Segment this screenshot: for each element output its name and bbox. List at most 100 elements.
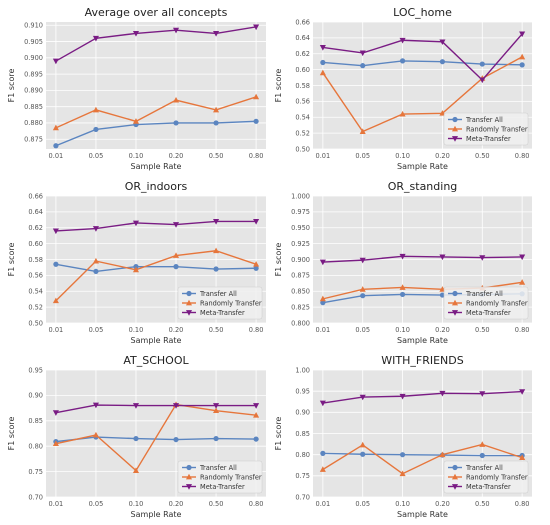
data-point (479, 61, 485, 67)
y-tick-label: 0.900 (24, 54, 43, 62)
data-point (93, 126, 99, 133)
x-tick-label: 0.50 (475, 152, 490, 160)
y-tick-label: 0.800 (291, 319, 310, 327)
series-line (55, 220, 257, 232)
data-point (52, 58, 59, 65)
x-tick-label: 0.05 (355, 500, 370, 508)
x-tick-label: 0.80 (249, 500, 264, 508)
x-axis-label: Sample Rate (131, 510, 182, 519)
legend-entry: Randomly Transfer (466, 299, 528, 307)
y-tick-label: 0.58 (295, 82, 310, 90)
data-point (213, 219, 220, 225)
data-point (399, 253, 406, 260)
legend-entry: Transfer All (199, 464, 237, 472)
data-point (360, 293, 366, 299)
y-axis-label: F1 score (7, 69, 16, 103)
y-axis-label: F1 score (274, 69, 283, 103)
data-point (359, 128, 366, 134)
legend-entry: Transfer All (465, 464, 503, 472)
data-point (92, 226, 99, 232)
series-line (322, 56, 523, 133)
x-tick-label: 0.01 (316, 326, 331, 334)
data-point (213, 106, 220, 113)
legend-marker (186, 464, 192, 471)
y-tick-label: 0.90 (295, 409, 310, 417)
legend-marker (452, 290, 458, 297)
data-point (132, 118, 140, 124)
data-point (439, 451, 446, 458)
data-point (172, 252, 180, 258)
y-tick-label: 0.60 (295, 66, 310, 74)
data-point (213, 403, 220, 409)
x-tick-label: 0.50 (209, 500, 224, 508)
data-point (53, 143, 59, 149)
x-tick-label: 0.50 (209, 152, 224, 160)
chart-panel-4: 0.800 0.825 0.850 0.875 0.900 0.925 0.950 0.975… (274, 180, 532, 345)
data-point (253, 265, 259, 271)
y-tick-label: 0.925 (291, 240, 310, 248)
data-point (92, 431, 99, 438)
y-tick-label: 0.60 (28, 240, 43, 248)
x-tick-label: 0.20 (435, 500, 450, 508)
legend-marker (185, 310, 193, 316)
legend-box (443, 112, 529, 146)
data-point (92, 106, 99, 113)
x-axis-label: Sample Rate (397, 336, 448, 345)
data-point (519, 454, 526, 461)
y-tick-label: 0.75 (28, 468, 43, 476)
data-point (360, 451, 366, 457)
data-point (319, 295, 326, 302)
data-point (479, 441, 486, 447)
series-line (322, 33, 523, 81)
y-tick-label: 0.885 (24, 103, 43, 111)
x-tick-label: 0.10 (395, 326, 410, 334)
x-tick-label: 0.80 (515, 500, 530, 508)
data-point (519, 254, 526, 261)
y-axis-label: F1 score (274, 417, 283, 451)
legend-marker (186, 290, 192, 297)
legend-marker (451, 299, 459, 306)
x-tick-label: 0.10 (129, 500, 144, 508)
data-point (253, 219, 260, 225)
x-tick-label: 0.01 (316, 152, 331, 160)
data-point (253, 261, 260, 267)
data-point (439, 254, 446, 261)
y-tick-label: 0.910 (24, 22, 43, 30)
data-point (519, 279, 526, 285)
chart-title: AT_SCHOOL (123, 354, 189, 367)
data-point (213, 120, 219, 126)
data-point (399, 470, 406, 477)
legend-box (443, 460, 529, 494)
x-axis-label: Sample Rate (131, 336, 182, 345)
series-transfer-all (320, 58, 525, 69)
data-point (399, 393, 406, 400)
y-tick-label: 0.80 (28, 443, 43, 451)
y-tick-label: 0.75 (295, 472, 310, 480)
legend-entry: Transfer All (465, 290, 503, 298)
x-tick-label: 0.05 (355, 152, 370, 160)
series-transfer-all (53, 434, 259, 445)
y-tick-label: 0.850 (291, 288, 310, 296)
data-point (359, 394, 366, 401)
data-point (253, 93, 260, 100)
data-point (52, 410, 59, 416)
y-tick-label: 0.62 (28, 224, 43, 232)
x-tick-label: 0.50 (475, 500, 490, 508)
x-tick-label: 0.20 (169, 500, 184, 508)
y-tick-label: 0.64 (295, 34, 310, 42)
data-point (133, 435, 139, 442)
x-tick-label: 0.10 (395, 152, 410, 160)
data-point (52, 297, 59, 304)
x-tick-label: 0.05 (355, 326, 370, 334)
legend-entry: Randomly Transfer (466, 125, 528, 133)
legend-entry: Meta-Transfer (466, 483, 511, 491)
data-point (213, 266, 219, 272)
data-point (399, 284, 406, 290)
data-point (359, 50, 366, 57)
legend-entry: Meta-Transfer (200, 483, 245, 491)
data-point (319, 259, 326, 266)
series-transfer-all (320, 450, 525, 459)
x-tick-label: 0.01 (49, 326, 64, 334)
